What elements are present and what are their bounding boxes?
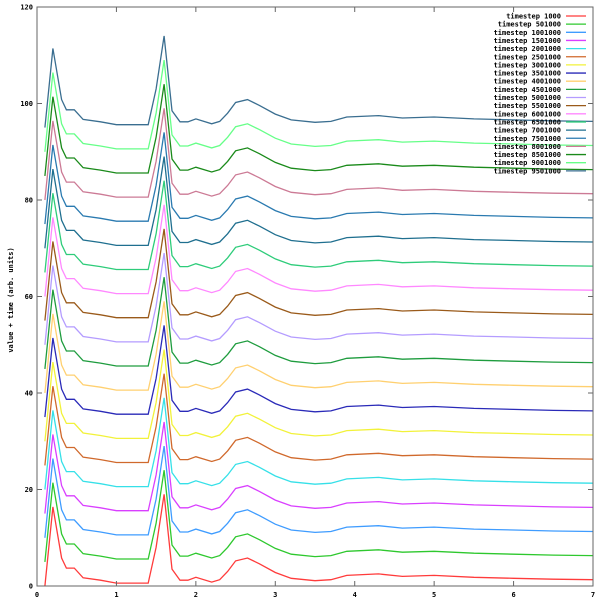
legend-entry-label: timestep 6501000 <box>494 118 561 126</box>
legend-entry-label: timestep 5001000 <box>494 94 561 102</box>
series-line <box>44 204 594 297</box>
x-tick-label: 7 <box>591 591 595 599</box>
series-line <box>44 132 594 225</box>
legend-entry-label: timestep 6001000 <box>494 110 561 118</box>
x-tick-label: 4 <box>353 591 357 599</box>
legend-entry-label: timestep 7501000 <box>494 135 561 143</box>
legend-entry-label: timestep 1001000 <box>494 29 561 37</box>
series-line <box>44 494 594 587</box>
x-tick-label: 0 <box>35 591 39 599</box>
series-line <box>44 349 594 442</box>
series-line <box>44 253 594 345</box>
series-line <box>44 180 594 273</box>
series-line <box>44 421 594 514</box>
y-tick-label: 20 <box>25 486 33 494</box>
x-tick-label: 5 <box>432 591 436 599</box>
legend-entry-label: timestep 4001000 <box>494 78 561 86</box>
y-tick-label: 80 <box>25 197 33 205</box>
series-line <box>44 470 594 562</box>
series-line <box>44 228 594 321</box>
x-axis: 0 1 2 3 4 5 6 7 <box>35 7 595 599</box>
legend-entry-label: timestep 9001000 <box>494 159 561 167</box>
y-tick-label: 120 <box>20 4 33 12</box>
y-tick-label: 40 <box>25 390 33 398</box>
y-axis: 0 20 40 60 80 100 120 <box>20 4 593 591</box>
series-line <box>44 325 594 418</box>
series-line <box>44 108 594 201</box>
legend-entry-label: timestep 9501000 <box>494 167 561 175</box>
series-line <box>44 373 594 466</box>
x-tick-label: 3 <box>273 591 277 599</box>
plot-lines <box>44 35 594 587</box>
legend-entry-label: timestep 5501000 <box>494 102 561 110</box>
legend-entry-label: timestep 7001000 <box>494 127 561 135</box>
y-tick-label: 100 <box>20 100 33 108</box>
x-tick-label: 1 <box>114 591 118 599</box>
legend-entry-label: timestep 1501000 <box>494 37 561 45</box>
x-tick-label: 6 <box>511 591 515 599</box>
legend-entry-label: timestep 1000 <box>506 13 561 21</box>
series-line <box>44 277 594 369</box>
x-tick-label: 2 <box>194 591 198 599</box>
series-line <box>44 397 594 490</box>
y-tick-label: 60 <box>25 293 33 301</box>
series-line <box>44 60 594 152</box>
series-line <box>44 35 594 128</box>
y-axis-title: value + time (arb. units) <box>7 247 15 352</box>
series-line <box>44 156 594 249</box>
series-line <box>44 446 594 538</box>
legend-entry-label: timestep 2501000 <box>494 53 561 61</box>
series-line <box>44 84 594 176</box>
series-line <box>44 301 594 394</box>
y-tick-label: 0 <box>29 583 33 591</box>
legend-entry-label: timestep 3001000 <box>494 61 561 69</box>
legend-entry-label: timestep 501000 <box>498 21 561 29</box>
legend-entry-label: timestep 3501000 <box>494 70 561 78</box>
legend-entry-label: timestep 2001000 <box>494 45 561 53</box>
legend-entry-label: timestep 8501000 <box>494 151 561 159</box>
legend-entry-label: timestep 4501000 <box>494 86 561 94</box>
legend-entry-label: timestep 8001000 <box>494 143 561 151</box>
